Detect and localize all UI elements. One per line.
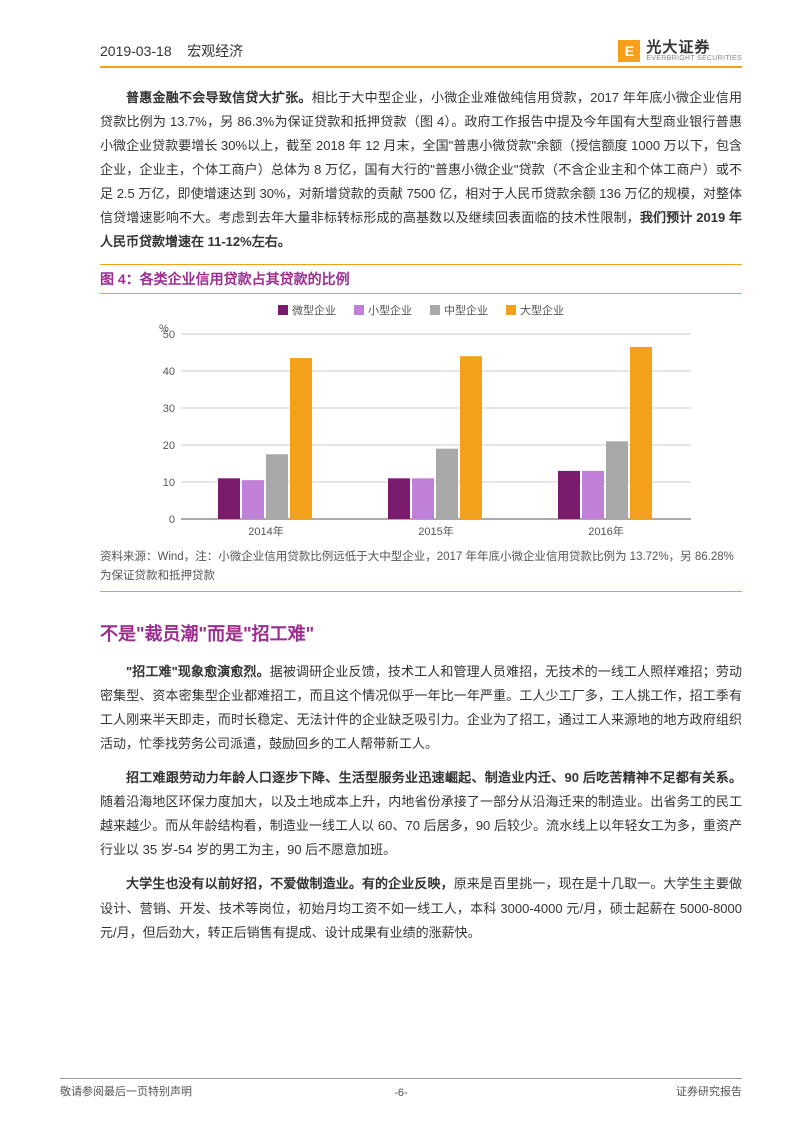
svg-text:10: 10 <box>163 477 175 489</box>
page-header: 2019-03-18 宏观经济 E 光大证券 EVERBRIGHT SECURI… <box>100 40 742 68</box>
logo-cn: 光大证券 <box>646 40 742 55</box>
legend-label-2: 中型企业 <box>444 302 488 318</box>
page-number: -6- <box>0 1083 802 1099</box>
legend-label-0: 微型企业 <box>292 302 336 318</box>
legend-item-3: 大型企业 <box>506 302 564 318</box>
chart-title: 图 4：各类企业信用贷款占其贷款的比例 <box>100 264 742 294</box>
header-category: 宏观经济 <box>187 43 243 59</box>
chart-container: 微型企业 小型企业 中型企业 大型企业 01020304050%2014年201… <box>100 302 742 544</box>
svg-text:%: % <box>159 324 169 335</box>
svg-text:30: 30 <box>163 403 175 415</box>
legend-item-0: 微型企业 <box>278 302 336 318</box>
p2-bold: "招工难"现象愈演愈烈。 <box>126 664 270 679</box>
p3-bold: 招工难跟劳动力年龄人口逐步下降、生活型服务业迅速崛起、制造业内迁、90 后吃苦精… <box>126 770 742 785</box>
bar-chart: 01020304050%2014年2015年2016年 <box>141 324 701 544</box>
header-date-category: 2019-03-18 宏观经济 <box>100 41 243 61</box>
svg-text:2014年: 2014年 <box>248 524 283 538</box>
legend-item-2: 中型企业 <box>430 302 488 318</box>
svg-text:2016年: 2016年 <box>588 524 623 538</box>
paragraph-3: 招工难跟劳动力年龄人口逐步下降、生活型服务业迅速崛起、制造业内迁、90 后吃苦精… <box>100 766 742 862</box>
logo-icon: E <box>618 40 640 62</box>
logo-en: EVERBRIGHT SECURITIES <box>646 55 742 62</box>
svg-text:20: 20 <box>163 440 175 452</box>
header-date: 2019-03-18 <box>100 43 172 59</box>
paragraph-4: 大学生也没有以前好招，不爱做制造业。有的企业反映，原来是百里挑一，现在是十几取一… <box>100 872 742 944</box>
svg-text:2015年: 2015年 <box>418 524 453 538</box>
legend-item-1: 小型企业 <box>354 302 412 318</box>
p4-bold: 大学生也没有以前好招，不爱做制造业。有的企业反映， <box>126 876 454 891</box>
p1-bold: 普惠金融不会导致信贷大扩张。 <box>126 90 312 105</box>
legend-label-3: 大型企业 <box>520 302 564 318</box>
chart-note: 资料来源：Wind，注：小微企业信用贷款比例远低于大中型企业，2017 年年底小… <box>100 548 742 592</box>
legend-label-1: 小型企业 <box>368 302 412 318</box>
header-logo: E 光大证券 EVERBRIGHT SECURITIES <box>618 40 742 62</box>
svg-text:0: 0 <box>169 514 175 526</box>
p1-rest: 相比于大中型企业，小微企业难做纯信用贷款，2017 年年底小微企业信用贷款比例为… <box>100 90 742 225</box>
svg-text:40: 40 <box>163 366 175 378</box>
paragraph-2: "招工难"现象愈演愈烈。据被调研企业反馈，技术工人和管理人员难招，无技术的一线工… <box>100 660 742 756</box>
paragraph-1: 普惠金融不会导致信贷大扩张。相比于大中型企业，小微企业难做纯信用贷款，2017 … <box>100 86 742 254</box>
p3-rest: 随着沿海地区环保力度加大，以及土地成本上升，内地省份承接了一部分从沿海迁来的制造… <box>100 794 742 857</box>
section-title: 不是"裁员潮"而是"招工难" <box>100 620 742 646</box>
chart-legend: 微型企业 小型企业 中型企业 大型企业 <box>100 302 742 318</box>
